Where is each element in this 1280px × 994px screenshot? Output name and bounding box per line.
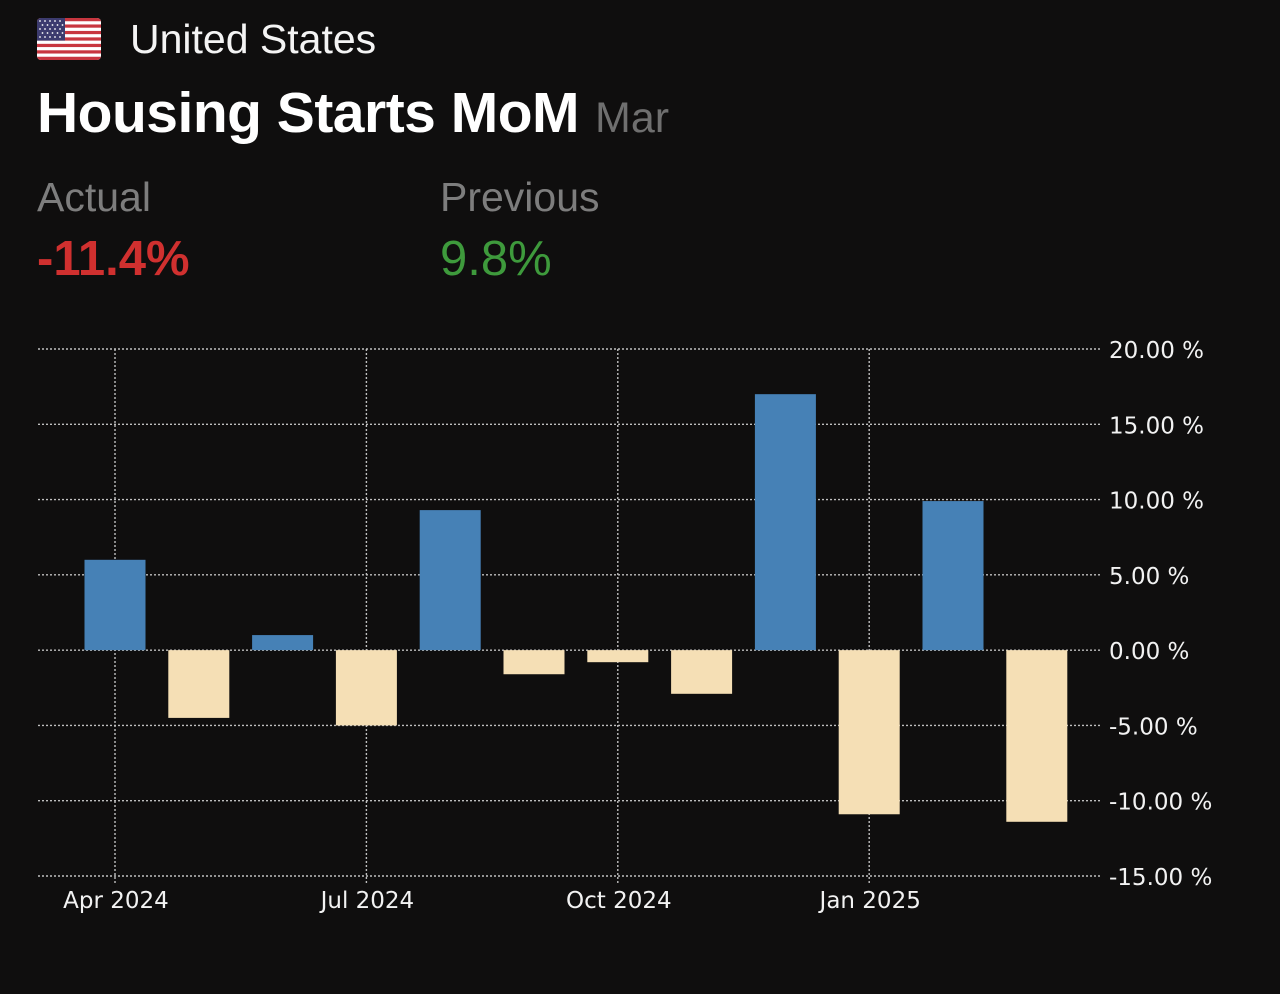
x-tick-label: Jan 2025 [818,888,921,914]
y-tick-label: 20.00 % [1109,338,1204,364]
chart-bars [84,394,1068,822]
housing-starts-chart: 20.00 % 15.00 % 10.00 % 5.00 % 0.00 % -5.00 %… [38,338,1212,914]
bar-apr-2024 [84,559,146,651]
actual-label: Actual [37,174,151,220]
title-row: Housing Starts MoM Mar [37,80,669,146]
previous-stat: Previous 9.8% [440,174,600,287]
bar-jun-2024 [252,635,314,651]
us-flag-icon [37,18,101,60]
y-tick-label: 15.00 % [1109,413,1204,439]
x-tick-label: Oct 2024 [566,888,672,914]
actual-stat: Actual -11.4% [37,174,190,287]
y-tick-label: -5.00 % [1109,714,1198,740]
x-tick-label: Apr 2024 [63,888,169,914]
country-name: United States [130,15,377,62]
bar-jan-2025 [838,650,900,815]
previous-label: Previous [440,174,600,220]
bar-oct-2024 [587,650,649,663]
y-tick-label: 10.00 % [1109,489,1204,515]
bar-feb-2025 [922,501,984,651]
y-tick-label: -15.00 % [1109,865,1212,891]
bar-aug-2024 [419,510,481,651]
y-tick-label: 5.00 % [1109,564,1189,590]
actual-value: -11.4% [37,232,190,286]
x-axis-labels: Apr 2024 Jul 2024 Oct 2024 Jan 2025 [63,888,921,914]
country-header: United States [37,14,376,64]
bar-dec-2024 [754,394,816,651]
x-tick-label: Jul 2024 [319,888,415,914]
bar-nov-2024 [671,650,733,694]
bar-mar-2025 [1006,650,1068,822]
period-label: Mar [595,94,670,142]
bar-may-2024 [168,650,230,718]
previous-value: 9.8% [440,232,552,286]
y-tick-label: -10.00 % [1109,790,1212,816]
bar-sep-2024 [503,650,565,675]
y-axis-labels: 20.00 % 15.00 % 10.00 % 5.00 % 0.00 % -5.00 %… [1109,338,1212,891]
bar-jul-2024 [335,650,397,726]
indicator-title: Housing Starts MoM [37,81,580,145]
y-tick-label: 0.00 % [1109,639,1189,665]
